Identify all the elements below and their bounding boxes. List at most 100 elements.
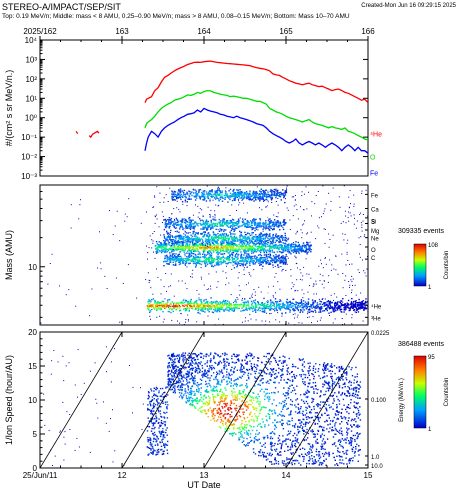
mass-band-point <box>186 243 189 246</box>
mass-band-point <box>161 306 164 308</box>
mass-band-point <box>179 234 182 236</box>
mass-band-point <box>166 244 168 246</box>
mass-band-point <box>246 238 248 240</box>
mass-band-point <box>322 310 324 312</box>
mass-band-point <box>171 193 173 195</box>
mass-band-point <box>196 262 198 264</box>
mass-band-point <box>199 263 201 265</box>
mass-band-point <box>207 251 209 253</box>
mass-band-point <box>316 307 318 309</box>
mass-band-point <box>181 301 183 303</box>
mass-band-point <box>295 301 297 303</box>
mass-scatter-point <box>311 215 312 217</box>
mass-band-point <box>307 309 310 311</box>
mass-band-point <box>267 260 269 262</box>
mass-scatter-point <box>328 192 330 194</box>
mass-band-point <box>193 301 196 303</box>
mass-scatter-point <box>345 264 347 266</box>
mass-scatter-point <box>228 282 230 284</box>
mass-band-point <box>207 305 209 307</box>
mass-band-point <box>203 299 205 301</box>
mass-band-point <box>300 246 303 249</box>
mass-band-point <box>352 303 354 306</box>
mass-band-point <box>245 240 248 242</box>
mass-scatter-point <box>277 216 279 218</box>
mass-band-point <box>198 308 200 310</box>
mass-band-point <box>246 223 248 225</box>
mass-band-point <box>203 303 205 305</box>
mass-band-point <box>360 307 363 309</box>
mass-band-point <box>173 243 176 245</box>
mass-band-point <box>229 258 231 261</box>
mass-band-point <box>175 258 177 260</box>
mass-band-point <box>251 194 253 196</box>
mass-band-point <box>212 247 214 249</box>
mass-band-point <box>312 311 314 313</box>
mass-band-point <box>173 249 175 251</box>
mass-band-point <box>221 233 224 235</box>
mass-band-point <box>294 250 296 253</box>
mass-band-point <box>262 197 264 199</box>
mass-band-point <box>232 233 234 235</box>
mass-band-point <box>297 306 299 309</box>
mass-band-point <box>208 256 211 259</box>
mass-scatter-point <box>346 242 348 244</box>
mass-band-point <box>194 300 197 303</box>
mass-band-point <box>218 248 220 250</box>
mass-scatter-point <box>294 313 296 315</box>
mass-band-point <box>275 309 278 311</box>
mass-scatter-point <box>302 297 304 299</box>
mass-band-point <box>189 243 191 246</box>
mass-band-point <box>273 247 276 249</box>
mass-band-point <box>248 253 250 255</box>
mass-band-point <box>280 255 283 258</box>
mass-band-point <box>270 257 273 260</box>
mass-band-point <box>212 261 214 263</box>
mass-band-point <box>261 261 264 263</box>
mass-scatter-point <box>342 273 344 274</box>
mass-band-point <box>264 309 266 312</box>
mass-band-point <box>211 195 213 198</box>
mass-scatter-point <box>114 225 116 227</box>
mass-band-point <box>233 230 235 232</box>
mass-band-point <box>205 301 207 304</box>
mass-band-point <box>260 191 262 193</box>
mass-band-point <box>265 240 268 242</box>
mass-band-point <box>305 251 307 253</box>
mass-band-point <box>228 243 230 245</box>
mass-band-point <box>251 228 253 231</box>
mass-band-point <box>201 260 203 263</box>
mass-band-point <box>249 264 251 266</box>
mass-band-point <box>272 241 275 244</box>
mass-scatter-point <box>47 283 49 285</box>
mass-band-point <box>221 236 224 239</box>
mass-scatter-point <box>262 230 264 232</box>
mass-band-point <box>218 258 220 260</box>
mass-band-point <box>211 193 213 196</box>
mass-band-point <box>170 246 172 248</box>
mass-band-point <box>222 240 225 242</box>
mass-band-point <box>359 307 362 309</box>
mass-band-point <box>250 246 252 249</box>
mass-band-point <box>177 258 180 260</box>
mass-band-point <box>254 239 256 241</box>
mass-scatter-point <box>197 205 199 207</box>
mass-band-point <box>299 302 301 304</box>
mass-band-point <box>268 222 270 224</box>
mass-scatter-point <box>345 313 347 315</box>
mass-band-point <box>241 245 243 248</box>
mass-band-point <box>175 303 177 305</box>
mass-band-point <box>210 237 213 239</box>
mass-band-point <box>215 304 217 307</box>
mass-scatter-point <box>354 217 355 219</box>
mass-band-point <box>271 258 274 260</box>
mass-band-point <box>237 254 239 256</box>
mass-scatter-point <box>345 295 347 296</box>
mass-band-point <box>284 259 286 261</box>
mass-band-point <box>284 261 287 264</box>
mass-band-point <box>189 305 191 307</box>
mass-band-point <box>214 259 216 261</box>
mass-scatter-point <box>346 251 348 253</box>
mass-band-point <box>164 249 166 251</box>
mass-band-point <box>201 242 203 244</box>
